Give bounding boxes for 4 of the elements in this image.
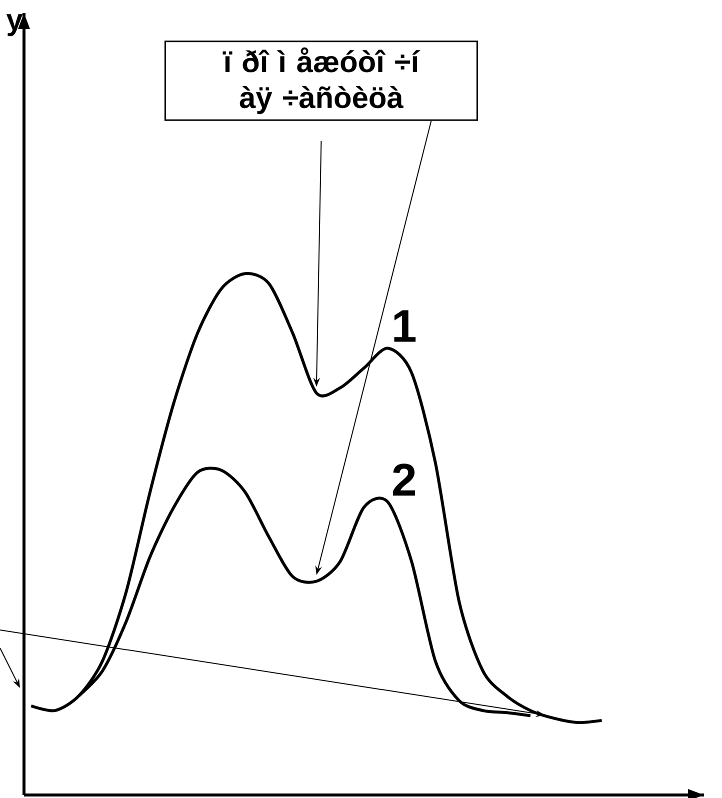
series-label: 1 [394,310,416,342]
text: ï ðî ì åæóòî ÷í àÿ ÷àñòèöà [222,47,420,114]
series-label: 2 [392,464,416,496]
text: y [6,14,23,36]
